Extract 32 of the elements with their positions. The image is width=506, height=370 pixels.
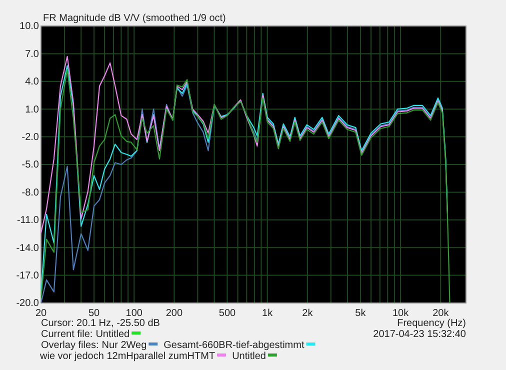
text: Overlay files:	[41, 340, 99, 351]
y-tick-label: -5.0	[22, 160, 40, 171]
y-tick-label: -17.0	[16, 270, 40, 282]
legend-label: wie vor jedoch 12mHparallel zumHTMT	[39, 351, 216, 362]
y-tick-label: 7.0	[25, 48, 40, 60]
y-tick-label: -20.0	[16, 298, 40, 310]
x-axis-title: Frequency (Hz)	[397, 318, 466, 329]
y-tick-label: 4.0	[25, 76, 40, 88]
x-tick-label: 2k	[302, 308, 314, 320]
y-tick-label: 10.0	[20, 21, 40, 32]
x-tick-label: 5k	[355, 308, 367, 320]
x-tick-label: 500	[218, 308, 236, 320]
text: Current file:	[41, 329, 93, 340]
x-tick-label: 10k	[392, 308, 410, 320]
x-tick-label: 100	[126, 308, 143, 320]
x-tick-label: 1k	[262, 308, 274, 320]
y-tick-label: -14.0	[16, 242, 40, 254]
x-tick-label: 20k	[432, 308, 450, 320]
x-tick-label: 200	[166, 308, 183, 320]
y-tick-label: -11.0	[16, 215, 40, 226]
x-tick-label: 20	[35, 308, 47, 320]
y-tick-label: -2.0	[22, 132, 40, 143]
text: 2017-04-23 15:32:40	[373, 329, 466, 340]
text: Cursor: 20.1 Hz, -25.50 dB	[41, 318, 160, 329]
legend-label: Gesamt-660BR-tief-abgestimmt	[164, 340, 304, 351]
y-tick-label: 1.0	[25, 104, 40, 116]
y-tick-label: -8.0	[22, 187, 40, 198]
legend-label: Nur 2Weg	[102, 340, 147, 351]
legend-label: Untitled	[96, 329, 130, 340]
legend-label: Untitled	[232, 351, 266, 362]
chart-title: FR Magnitude dB V/V (smoothed 1/9 oct)	[43, 13, 226, 24]
x-tick-label: 50	[88, 308, 100, 320]
